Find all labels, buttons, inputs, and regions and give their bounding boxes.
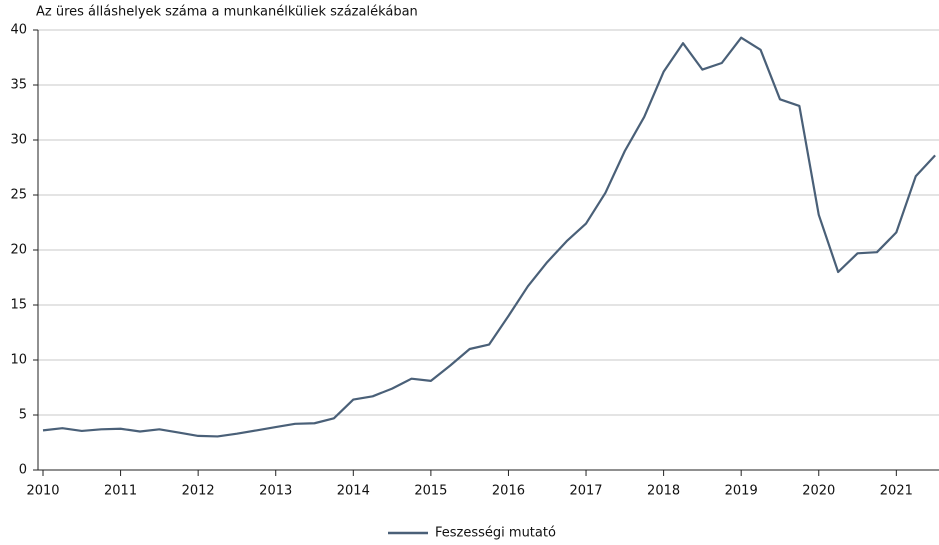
y-tick-label: 25 [10, 188, 27, 203]
y-tick-label: 20 [10, 243, 27, 258]
x-tick-label: 2018 [647, 484, 680, 499]
x-tick-label: 2015 [414, 484, 447, 499]
y-tick-label: 5 [19, 408, 27, 423]
y-tick-label: 10 [10, 353, 27, 368]
x-tick-label: 2014 [337, 484, 370, 499]
x-tick-label: 2010 [26, 484, 59, 499]
x-tick-label: 2021 [880, 484, 913, 499]
x-tick-label: 2011 [104, 484, 137, 499]
y-tick-label: 15 [10, 298, 27, 313]
x-tick-label: 2016 [492, 484, 525, 499]
y-tick-label: 40 [10, 23, 27, 38]
y-tick-label: 0 [19, 463, 27, 478]
x-tick-label: 2020 [802, 484, 835, 499]
x-tick-label: 2017 [569, 484, 602, 499]
x-tick-label: 2019 [725, 484, 758, 499]
data-line [42, 36, 936, 438]
chart-title: Az üres álláshelyek száma a munkanélküli… [36, 5, 418, 20]
y-tick-label: 35 [10, 78, 27, 93]
x-tick-label: 2012 [182, 484, 215, 499]
x-tick-label: 2013 [259, 484, 292, 499]
y-tick-label: 30 [10, 133, 27, 148]
legend-label: Feszességi mutató [435, 526, 556, 541]
